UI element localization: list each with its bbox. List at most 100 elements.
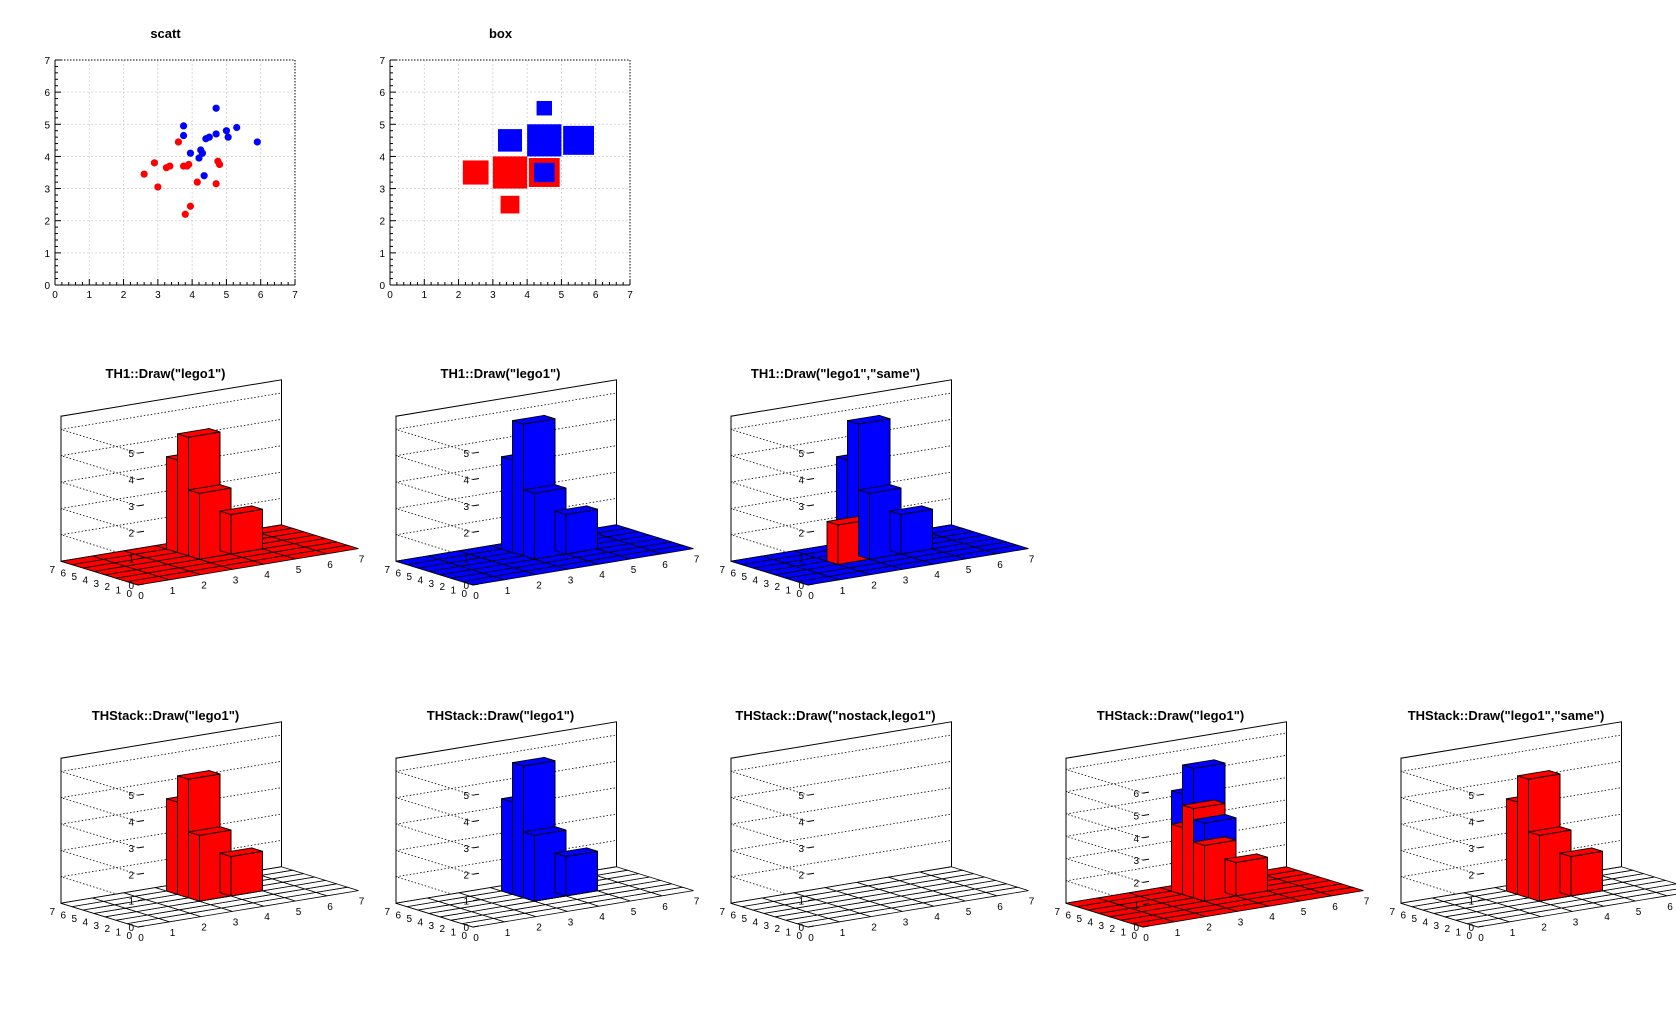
lego-bar-left [188, 489, 200, 560]
lego-bar-top [1559, 847, 1603, 857]
scatter-point-red [174, 138, 183, 146]
lego-bar-front [1235, 856, 1268, 897]
lego-y-tick-label: 4 [82, 575, 88, 586]
lego-bar-top [523, 484, 567, 494]
lego-x-tick-label: 3 [568, 575, 574, 586]
y-tick-label: 5 [379, 120, 385, 131]
lego-z-tick-label: 2 [128, 870, 134, 881]
y-tick-label: 1 [379, 249, 385, 260]
lego-x-tick-label: 6 [997, 902, 1003, 913]
lego-x-tick-label: 5 [966, 907, 972, 918]
lego-z-tick [807, 820, 815, 823]
lego-z-gridline [60, 760, 282, 822]
lego-x-tick-label: 5 [296, 907, 302, 918]
lego-z-tick-label: 2 [463, 870, 469, 881]
lego-z-tick [807, 530, 815, 533]
chart-title: TH1::Draw("lego1") [106, 366, 226, 381]
lego-z-gridline [60, 471, 282, 533]
lego-y-tick-label: 5 [406, 572, 412, 583]
lego-z-gridline [730, 498, 952, 559]
box-cell-red [500, 195, 520, 214]
lego-bar-left [177, 775, 189, 899]
lego-y-tick-label: 6 [60, 569, 66, 580]
chart-title: THStack::Draw("lego1") [427, 708, 574, 723]
lego-x-tick-label: 7 [1364, 897, 1370, 908]
lego-x-tick-label: 5 [631, 565, 637, 576]
lego-bar-left [1559, 852, 1572, 897]
lego-z-tick [472, 820, 480, 823]
lego-x-tick-label: 2 [201, 581, 207, 592]
lego-z-gridline [395, 418, 617, 480]
lego-z-tick-label: 5 [1468, 791, 1474, 802]
lego-z-tick [472, 451, 480, 454]
lego-z-gridline [1400, 734, 1622, 796]
lego-z-tick-label: 0 [1468, 923, 1474, 934]
x-tick-label: 1 [422, 290, 428, 301]
lego-z-tick-label: 4 [463, 818, 469, 829]
lego-z-tick-label: 1 [463, 897, 469, 908]
y-tick-label: 6 [44, 88, 50, 99]
lego-z-tick [1142, 880, 1150, 883]
scatter-point-blue [212, 130, 220, 138]
lego-z-tick-label: 4 [128, 476, 134, 487]
lego-x-tick-label: 3 [568, 917, 574, 928]
lego-z-gridline [1065, 844, 1287, 906]
lego-bar-left [1517, 775, 1529, 899]
lego-x-tick-label: 6 [327, 902, 333, 913]
lego-z-tick [807, 925, 815, 928]
lego-x-tick-label: 4 [934, 570, 940, 581]
lego-y-tick-label: 5 [741, 572, 747, 583]
scatter-point-blue [222, 127, 231, 135]
scatter-point-blue [233, 123, 241, 132]
lego-x-tick-label: 0 [138, 591, 144, 602]
lego-floor-cell [1644, 883, 1676, 893]
lego-z-gridline [730, 392, 952, 454]
lego-z-tick-label: 5 [128, 449, 134, 460]
lego-y-tick-label: 4 [417, 917, 423, 928]
lego-z-gridline [1400, 760, 1622, 822]
lego-z-tick-label: 3 [798, 844, 804, 855]
lego-y-tick-label: 0 [126, 589, 132, 600]
lego-y-tick-label: 3 [93, 579, 99, 590]
lego-x-tick-label: 5 [1301, 907, 1307, 918]
lego-z-tick-label: 2 [798, 528, 804, 539]
scatter-point-blue [253, 138, 261, 146]
lego-z-gridline [1400, 813, 1622, 875]
lego-z-gridline [60, 734, 282, 796]
lego-x-tick-label: 6 [1667, 902, 1673, 913]
lego-z-tick-label: 3 [1468, 844, 1474, 855]
lego-y-tick-label: 2 [774, 582, 780, 593]
lego-z-gridline [60, 498, 282, 559]
lego-bar-top [219, 847, 263, 857]
lego-z-tick [137, 583, 145, 586]
lego-bar-left [523, 831, 535, 902]
lego-z-tick [472, 557, 480, 560]
lego-y-tick-label: 2 [1444, 924, 1450, 935]
lego-z-gridline [60, 787, 282, 849]
x-tick-label: 7 [292, 290, 298, 301]
lego-x-tick-label: 6 [327, 560, 333, 571]
x-tick-label: 5 [224, 290, 230, 301]
lego-bar-left [826, 520, 839, 566]
lego-z-tick-label: 0 [798, 581, 804, 592]
lego-bar-left [1224, 858, 1237, 897]
lego-z-tick-label: 0 [128, 581, 134, 592]
lego-z-tick-label: 1 [1133, 901, 1139, 912]
x-tick-label: 3 [155, 290, 161, 301]
lego-y-tick-label: 5 [406, 914, 412, 925]
y-tick-label: 5 [44, 120, 50, 131]
scatter-point-blue [205, 133, 213, 141]
y-tick-label: 0 [44, 281, 50, 292]
lego-x-tick-label: 4 [1269, 912, 1275, 923]
lego-x-tick-label: 1 [170, 586, 176, 597]
lego-x-tick-label: 3 [903, 575, 909, 586]
y-tick-label: 4 [44, 152, 50, 163]
lego-z-tick-label: 1 [1468, 897, 1474, 908]
lego-z-gridline [60, 418, 282, 480]
chart-title: box [489, 26, 513, 41]
lego-x-tick-label: 6 [662, 902, 668, 913]
lego-bar-top [1224, 853, 1268, 863]
lego-z-tick [137, 872, 145, 875]
